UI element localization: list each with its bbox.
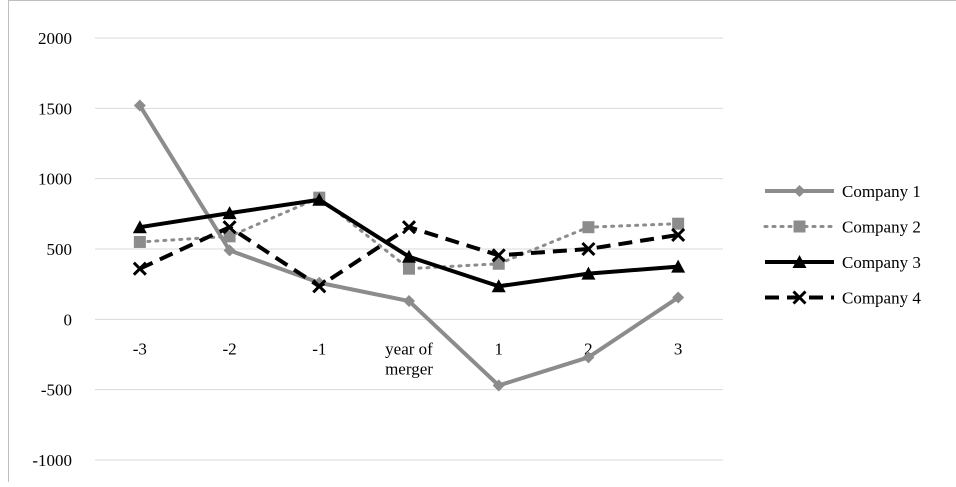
legend-item: Company 3 <box>765 253 921 272</box>
legend-item: Company 2 <box>763 218 921 237</box>
legend-label: Company 2 <box>842 218 921 237</box>
y-tick-label: 2000 <box>38 29 72 48</box>
y-tick-label: -1000 <box>32 451 72 470</box>
chart-border-left <box>8 0 9 482</box>
data-point <box>312 192 327 206</box>
y-axis-ticks: 2000 1500 1000 500 0 -500 -1000 <box>32 29 72 470</box>
data-point <box>672 291 685 304</box>
data-point <box>582 221 595 234</box>
data-point <box>403 295 415 308</box>
data-point <box>492 257 505 270</box>
data-point <box>582 351 595 364</box>
data-point <box>223 230 236 243</box>
y-tick-label: 1000 <box>38 170 72 189</box>
legend-label: Company 1 <box>842 182 921 201</box>
data-point <box>491 279 506 293</box>
legend: Company 1 Company 2 Company 3 Company 4 <box>763 182 921 308</box>
data-point <box>581 241 596 257</box>
data-point <box>491 248 506 263</box>
x-tick-label: 1 <box>494 339 503 358</box>
x-tick-label: -2 <box>222 339 236 358</box>
series-group <box>132 99 686 392</box>
x-tick-label: 2 <box>584 339 593 358</box>
data-point <box>793 220 806 233</box>
y-tick-label: 0 <box>64 310 73 329</box>
data-point <box>402 249 416 263</box>
data-point <box>401 220 417 235</box>
legend-item: Company 1 <box>765 182 921 201</box>
y-tick-label: 500 <box>47 240 73 259</box>
data-point <box>133 235 146 248</box>
chart-border-top <box>8 0 956 1</box>
legend-label: Company 3 <box>842 253 921 272</box>
series-4 <box>132 220 686 294</box>
data-point <box>792 255 807 268</box>
data-point <box>581 266 596 280</box>
y-tick-label: 1500 <box>38 99 72 118</box>
legend-item: Company 4 <box>765 289 921 308</box>
data-point <box>792 290 807 305</box>
gridlines <box>95 37 723 461</box>
x-tick-label: year of merger <box>385 339 433 378</box>
data-point <box>132 220 147 234</box>
data-point <box>403 262 415 275</box>
legend-label: Company 4 <box>842 289 921 308</box>
data-point <box>223 244 236 257</box>
data-point <box>132 261 147 276</box>
data-point <box>793 185 806 197</box>
x-tick-label: 3 <box>674 339 683 358</box>
data-point <box>222 220 237 235</box>
data-point <box>671 227 686 242</box>
data-point <box>222 206 237 220</box>
data-point <box>492 379 505 392</box>
x-tick-label: -1 <box>312 339 326 358</box>
x-tick-label: -3 <box>133 339 147 358</box>
data-point <box>133 99 146 112</box>
data-point <box>672 217 685 230</box>
series-3 <box>132 192 686 293</box>
data-point <box>312 279 327 294</box>
x-axis-ticks: -3 -2 -1 year of merger 1 2 3 <box>133 339 683 378</box>
y-tick-label: -500 <box>41 381 72 400</box>
data-point <box>671 259 686 273</box>
